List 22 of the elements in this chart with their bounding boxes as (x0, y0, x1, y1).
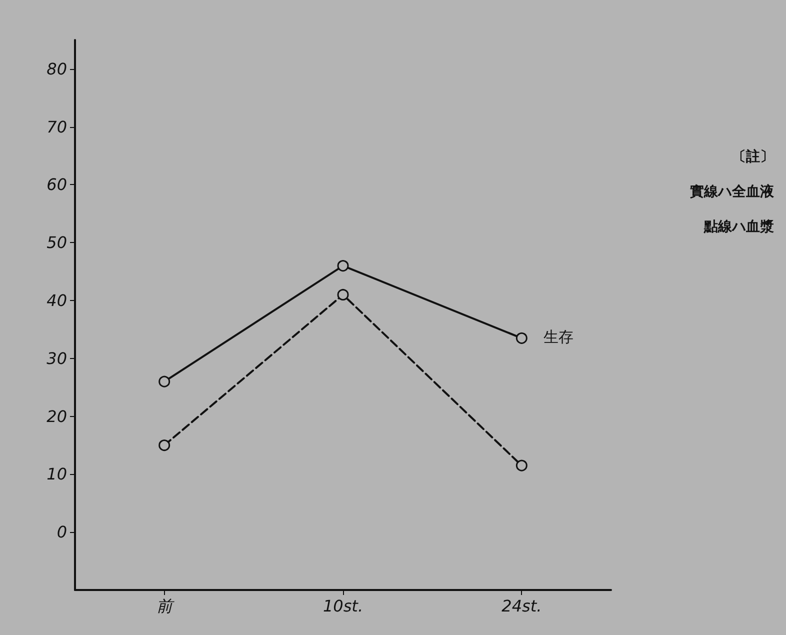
y-tick-label: 0 (56, 522, 67, 542)
point (337, 260, 349, 272)
y-tick-label: 50 (46, 233, 67, 252)
point (158, 440, 170, 452)
x-tick-label: 10st. (322, 596, 364, 616)
y-tick-label: 10 (46, 464, 67, 484)
y-tick-label: 40 (46, 291, 67, 310)
text: 實線ハ全血液 (690, 183, 775, 200)
y-tick-label: 70 (46, 117, 67, 136)
y-tick-label: 20 (46, 406, 67, 426)
x-tick-label: 24st. (502, 596, 542, 616)
y-tick-label: 80 (46, 59, 67, 78)
point (516, 332, 528, 344)
x-tick-label: 前 (156, 596, 174, 616)
y-tick-label: 30 (46, 348, 67, 368)
y-tick-label: 60 (46, 175, 67, 194)
point (516, 460, 528, 472)
point (337, 288, 349, 300)
annotation: 生存 (544, 329, 574, 346)
text: 〔註〕 (732, 148, 774, 165)
text: 點線ハ血漿 (703, 219, 774, 235)
point (158, 376, 170, 388)
